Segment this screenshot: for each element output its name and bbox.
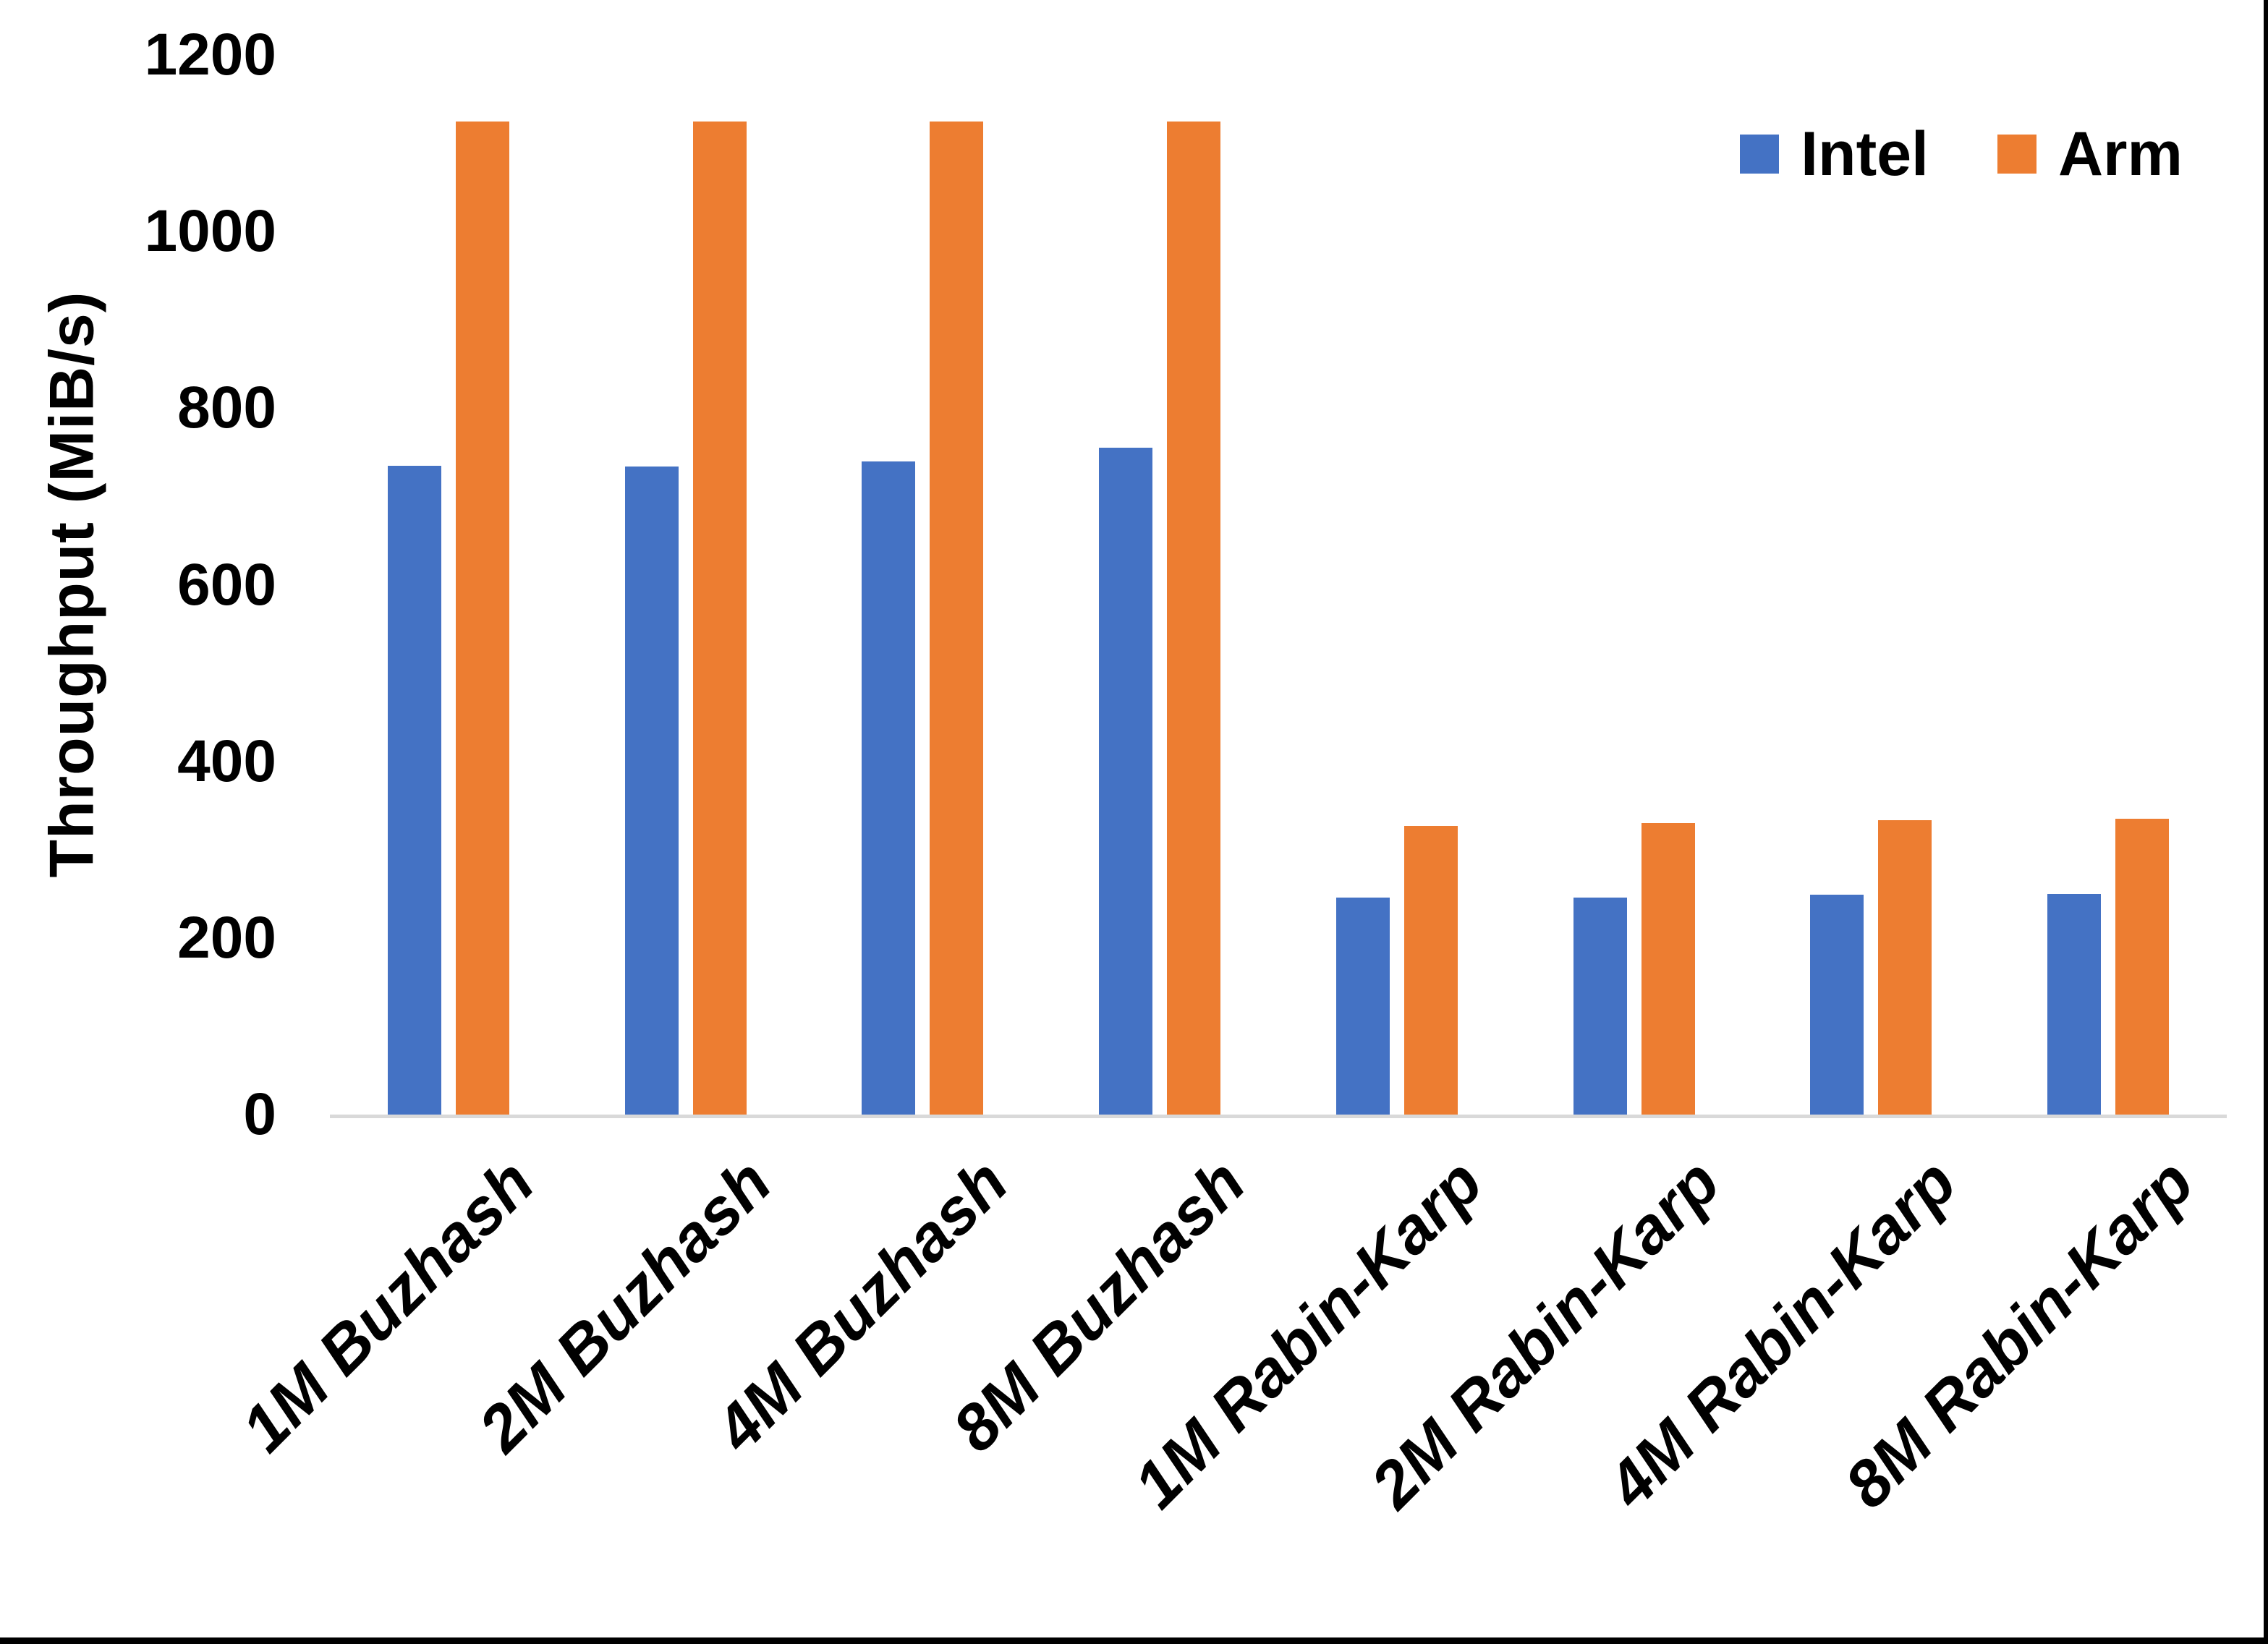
y-tick-label-400: 400 [177,728,276,794]
legend: Intel Arm [1740,123,2183,185]
y-tick-label-800: 800 [177,375,276,441]
bar-arm-8m-buzhash [1167,122,1220,1115]
bar-intel-1m-buzhash [388,466,441,1115]
y-tick-label-200: 200 [177,904,276,971]
legend-label-arm: Arm [2057,119,2183,189]
bar-intel-2m-buzhash [625,467,679,1115]
bar-intel-8m-buzhash [1099,448,1152,1115]
y-tick-label-600: 600 [177,551,276,618]
bar-arm-2m-buzhash [693,122,747,1115]
page-edge-right [2264,0,2268,1644]
x-axis-line [330,1115,2227,1118]
bar-arm-1m-buzhash [456,122,509,1115]
bar-intel-8m-rabin-karp [2047,894,2101,1115]
y-tick-label-0: 0 [243,1081,276,1147]
legend-item-intel: Intel [1740,123,1929,185]
bar-arm-4m-rabin-karp [1878,820,1932,1115]
bar-arm-2m-rabin-karp [1641,823,1695,1115]
legend-label-intel: Intel [1801,119,1929,189]
bar-arm-1m-rabin-karp [1404,826,1458,1115]
y-tick-label-1000: 1000 [144,198,276,265]
legend-swatch-arm [1997,135,2036,174]
bar-arm-4m-buzhash [930,122,983,1115]
bar-intel-1m-rabin-karp [1336,898,1390,1115]
legend-swatch-intel [1740,135,1780,174]
bar-arm-8m-rabin-karp [2115,819,2169,1115]
bar-intel-4m-buzhash [862,461,915,1115]
bar-intel-2m-rabin-karp [1573,898,1627,1115]
legend-item-arm: Arm [1997,123,2183,185]
page-edge-bottom [0,1637,2268,1644]
y-tick-label-1200: 1200 [144,22,276,88]
bar-intel-4m-rabin-karp [1810,895,1864,1115]
